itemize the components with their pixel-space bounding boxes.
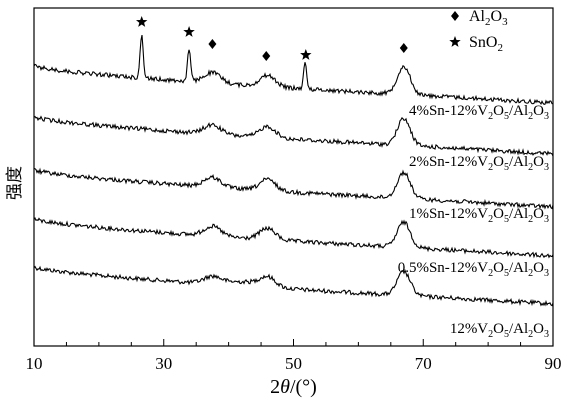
- series-label-0: 12%V2O5/Al2O3: [450, 321, 549, 340]
- star-marker-0: [136, 16, 148, 27]
- x-tick-label-70: 70: [415, 354, 432, 373]
- diamond-marker-3: [262, 51, 271, 61]
- y-axis-label: 强度: [5, 166, 25, 200]
- star-marker-4: [300, 49, 312, 60]
- diamond-marker-2: [208, 39, 217, 49]
- legend-diamond-icon: [451, 11, 459, 21]
- series-line-2: [33, 167, 554, 210]
- series-label-2: 1%Sn-12%V2O5/Al2O3: [409, 206, 549, 225]
- x-tick-label-50: 50: [285, 354, 302, 373]
- peak-marker-layer: [136, 16, 408, 61]
- series-line-4: [33, 34, 554, 106]
- series-label-1: 0.5%Sn-12%V2O5/Al2O3: [398, 260, 549, 279]
- x-tick-layer: 10 30 50 70 90: [26, 339, 562, 373]
- series-label-4: 4%Sn-12%V2O5/Al2O3: [409, 103, 549, 122]
- x-tick-label-10: 10: [26, 354, 43, 373]
- x-axis-label: 2θ/(°): [270, 376, 317, 398]
- series-label-3: 2%Sn-12%V2O5/Al2O3: [409, 154, 549, 173]
- series-line-0: [33, 265, 554, 307]
- series-line-3: [33, 115, 554, 157]
- x-tick-label-90: 90: [545, 354, 562, 373]
- legend-label-1: SnO2: [469, 34, 503, 54]
- legend-label-0: Al2O3: [469, 8, 508, 28]
- legend-star-icon: [449, 36, 461, 47]
- series-label-layer: 12%V2O5/Al2O3 0.5%Sn-12%V2O5/Al2O3 1%Sn-12…: [398, 103, 549, 340]
- series-layer: [33, 34, 554, 307]
- series-line-1: [33, 217, 554, 259]
- plot-frame: [33, 7, 554, 347]
- diamond-marker-5: [399, 43, 408, 53]
- star-marker-1: [183, 26, 195, 37]
- x-tick-label-30: 30: [155, 354, 172, 373]
- legend: Al2O3 SnO2: [449, 8, 508, 54]
